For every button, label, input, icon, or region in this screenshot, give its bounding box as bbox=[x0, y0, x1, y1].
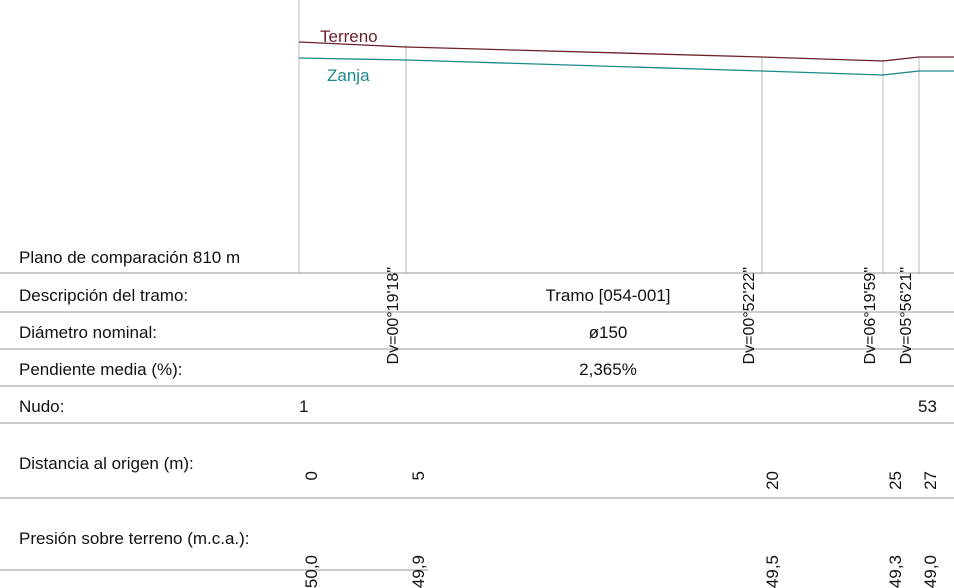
pressure-label: Presión sobre terreno (m.c.a.): bbox=[19, 529, 250, 548]
node-label: Nudo: bbox=[19, 397, 65, 416]
comparison-plane-label: Plano de comparación 810 m bbox=[19, 248, 241, 267]
terrain-label: Terreno bbox=[320, 27, 378, 46]
node-end: 53 bbox=[918, 397, 937, 416]
slope-label: Pendiente media (%): bbox=[19, 360, 183, 379]
description-value: Tramo [054-001] bbox=[545, 286, 671, 305]
terrain-line bbox=[298, 41, 954, 62]
node-start: 1 bbox=[299, 397, 309, 416]
diameter-value: ø150 bbox=[588, 323, 628, 342]
profile-drawing bbox=[0, 0, 954, 571]
slope-value: 2,365% bbox=[579, 360, 637, 379]
description-label: Descripción del tramo: bbox=[19, 286, 189, 305]
diameter-label: Diámetro nominal: bbox=[19, 323, 157, 342]
distance-label: Distancia al origen (m): bbox=[19, 454, 194, 473]
trench-line bbox=[298, 57, 954, 76]
trench-label: Zanja bbox=[327, 66, 370, 85]
